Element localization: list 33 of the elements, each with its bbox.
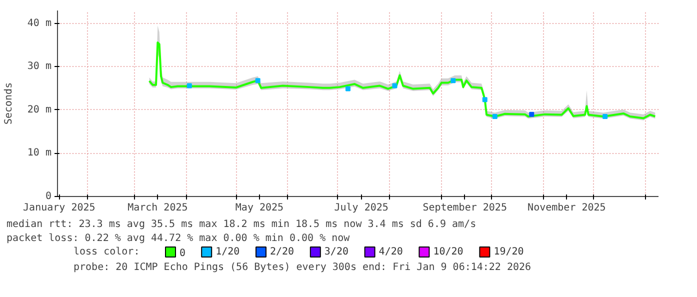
legend-label: 10/20 bbox=[433, 246, 464, 258]
point bbox=[529, 112, 534, 117]
legend-label: 4/20 bbox=[378, 246, 403, 258]
text: probe: 20 ICMP Echo Pings (56 Bytes) every 300s end: Fri Jan 9 06:14:22 2026 bbox=[74, 262, 532, 273]
x-tick-label: July 2025 bbox=[334, 202, 388, 214]
x-tick-label: March 2025 bbox=[128, 202, 188, 214]
point bbox=[345, 86, 350, 92]
y-axis-title: Seconds bbox=[3, 82, 14, 125]
legend-label: 2/20 bbox=[270, 246, 294, 258]
point bbox=[450, 78, 456, 84]
line-series bbox=[148, 42, 656, 120]
legend-label: 1/20 bbox=[216, 246, 240, 258]
point bbox=[186, 83, 192, 88]
point bbox=[602, 114, 608, 119]
y-tick-label: 30 m bbox=[27, 61, 52, 72]
legend-label: 0 bbox=[180, 248, 186, 259]
legend-title: loss color: bbox=[74, 246, 140, 258]
y-tick-label: 40 m bbox=[27, 18, 52, 29]
point bbox=[492, 114, 498, 119]
text: packet loss: 0.22 % avg 44.72 % max 0.00 % min 0.00 % now bbox=[6, 233, 351, 244]
legend-label: 3/20 bbox=[324, 246, 348, 258]
legend-label: 19/20 bbox=[494, 246, 524, 258]
x-tick-label: January 2025 bbox=[23, 202, 96, 214]
point bbox=[255, 78, 260, 84]
x-tick-label: September 2025 bbox=[422, 202, 507, 214]
y-tick-label: 0 bbox=[45, 191, 52, 202]
x-tick-label: May 2025 bbox=[235, 202, 284, 214]
y-tick-label: 10 m bbox=[27, 148, 52, 159]
x-tick-label: November 2025 bbox=[528, 202, 606, 214]
point bbox=[392, 83, 398, 88]
point bbox=[482, 97, 488, 102]
y-tick-label: 20 m bbox=[27, 104, 52, 116]
text: median rtt: 23.3 ms avg 35.5 ms max 18.2 ms min 18.5 ms now 3.4 ms sd 6.9 am/s bbox=[6, 219, 476, 230]
